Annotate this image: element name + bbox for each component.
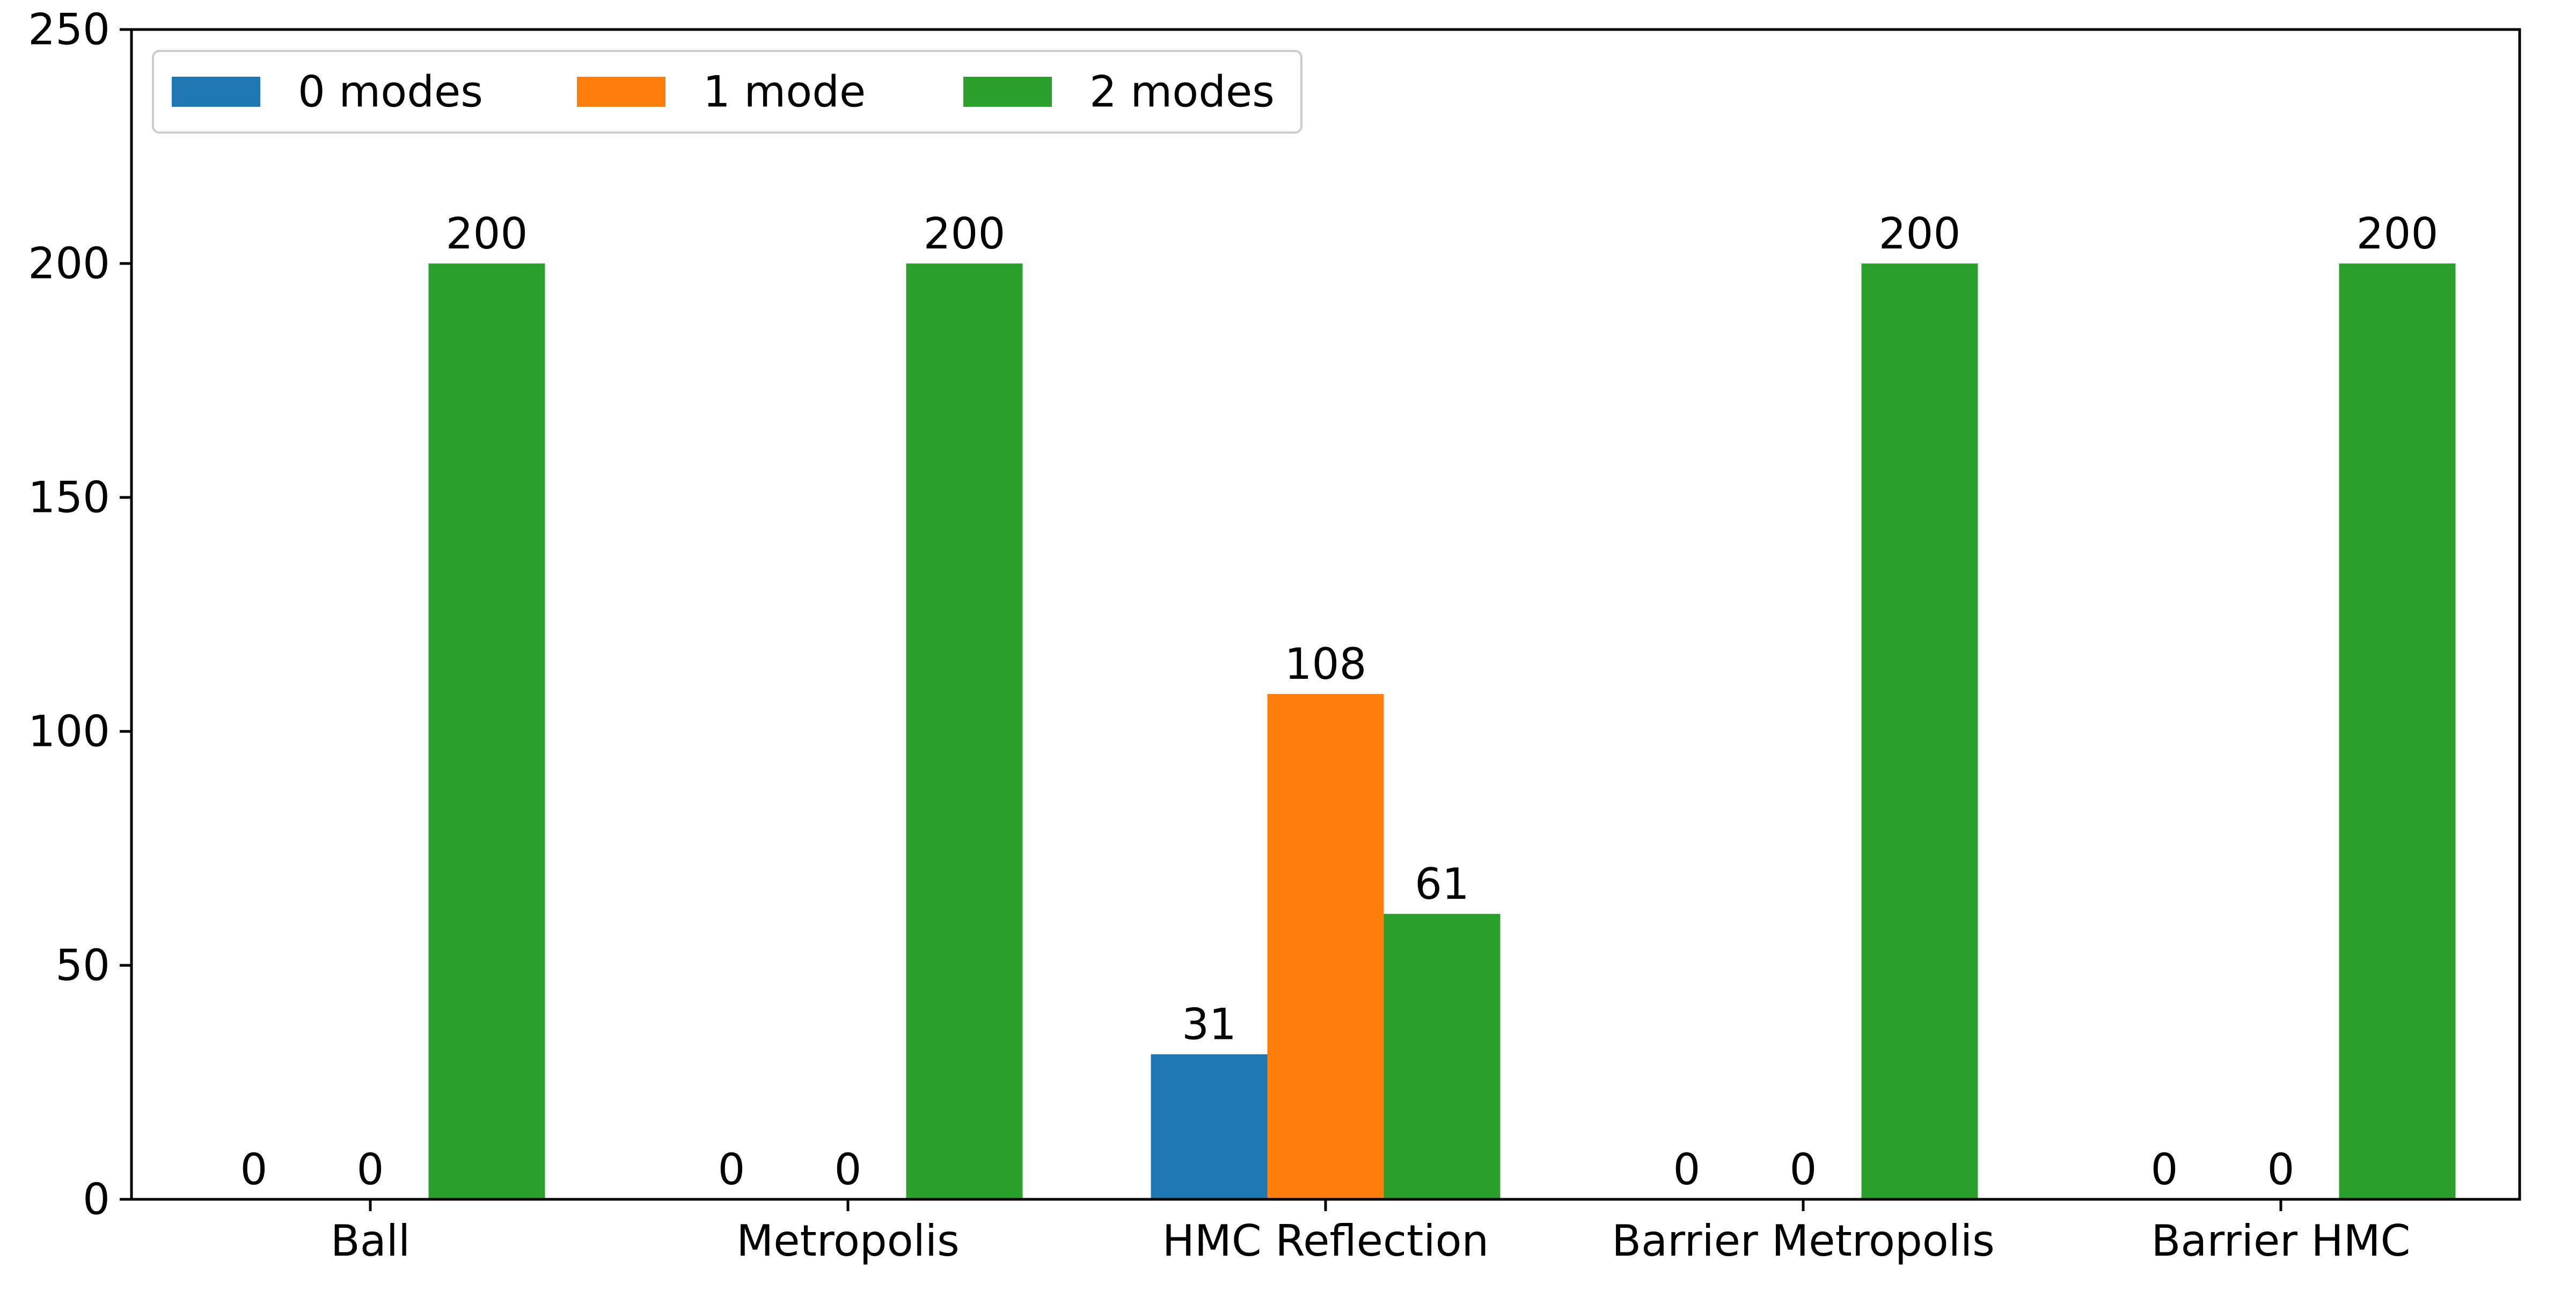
legend-box (152, 50, 1302, 134)
legend-swatch (963, 77, 1052, 107)
data-label: 200 (1879, 209, 1961, 259)
legend-label: 1 mode (703, 67, 866, 117)
data-label: 108 (1285, 639, 1367, 689)
data-label: 31 (1182, 1000, 1236, 1050)
data-label: 61 (1415, 859, 1469, 909)
data-label: 0 (835, 1145, 862, 1194)
legend-swatch (172, 77, 260, 107)
data-label: 0 (357, 1145, 384, 1194)
x-tick-label: Barrier HMC (2151, 1216, 2410, 1266)
data-label: 0 (2267, 1145, 2295, 1194)
data-label: 0 (1790, 1145, 1817, 1194)
bar[interactable] (1384, 914, 1501, 1199)
legend-swatch (577, 77, 665, 107)
y-tick-label: 100 (28, 707, 110, 757)
data-label: 200 (924, 209, 1006, 259)
legend-label: 0 modes (298, 67, 483, 117)
x-tick-label: Barrier Metropolis (1612, 1216, 1995, 1266)
x-tick-label: HMC Reflection (1162, 1216, 1489, 1266)
legend: 0 modes 1 mode 2 modes (152, 50, 1302, 134)
bar[interactable] (1267, 694, 1384, 1199)
bar[interactable] (2339, 263, 2456, 1199)
bar[interactable] (428, 263, 545, 1199)
data-label: 0 (1673, 1145, 1701, 1194)
data-label: 200 (446, 209, 528, 259)
y-tick-label: 50 (55, 941, 110, 991)
data-label: 200 (2357, 209, 2439, 259)
legend-label: 2 modes (1089, 67, 1275, 117)
plot-area: 0 0 200 0 0 200 31 108 61 0 0 200 0 0 200 0 50 100 150 200 2… (28, 5, 2521, 1266)
y-tick-label: 150 (28, 473, 110, 523)
y-tick-label: 250 (28, 5, 110, 55)
y-tick-label: 0 (83, 1175, 110, 1225)
data-label: 0 (2151, 1145, 2178, 1194)
x-tick-label: Metropolis (736, 1216, 960, 1266)
data-label: 0 (240, 1145, 268, 1194)
data-label: 0 (718, 1145, 745, 1194)
bar[interactable] (1151, 1054, 1268, 1199)
bar[interactable] (1861, 263, 1978, 1199)
bar[interactable] (906, 263, 1023, 1199)
x-tick-label: Ball (331, 1216, 410, 1266)
y-tick-label: 200 (28, 239, 110, 289)
